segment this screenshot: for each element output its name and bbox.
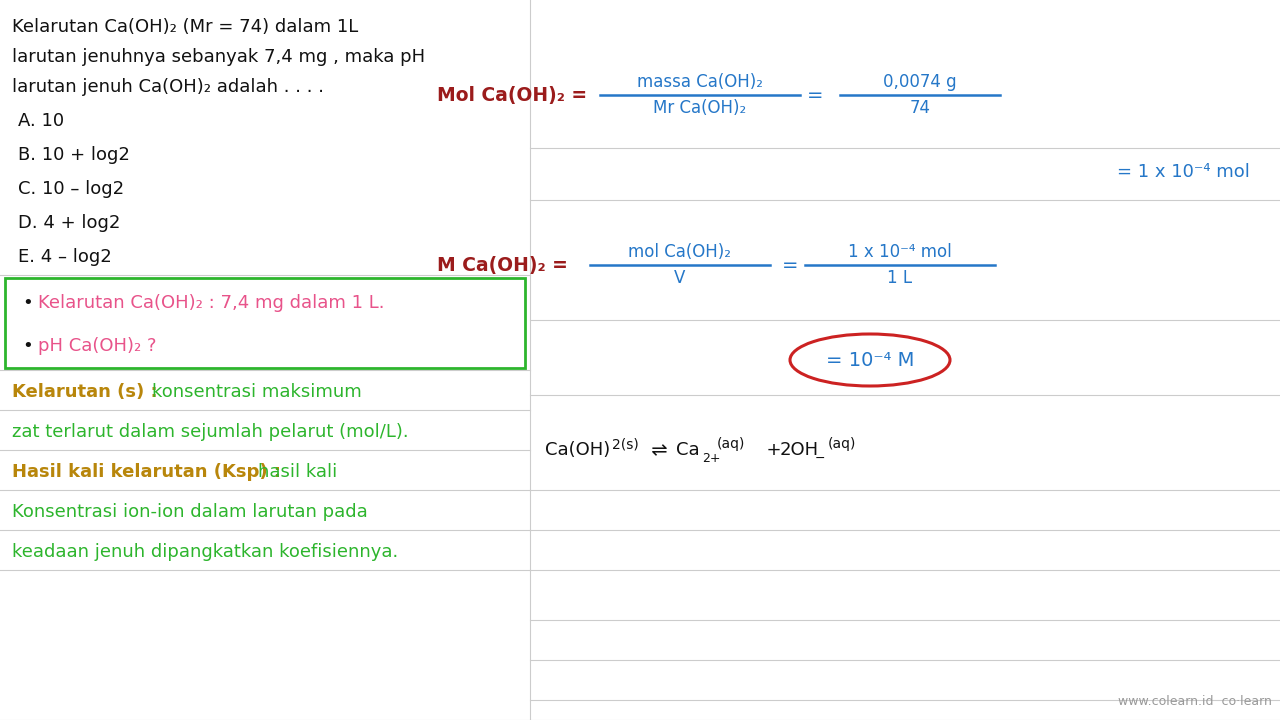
- Text: (aq): (aq): [717, 437, 745, 451]
- Text: larutan jenuhnya sebanyak 7,4 mg , maka pH: larutan jenuhnya sebanyak 7,4 mg , maka …: [12, 48, 425, 66]
- Text: konsentrasi maksimum: konsentrasi maksimum: [152, 383, 362, 401]
- Text: −: −: [815, 451, 826, 464]
- Text: 2(s): 2(s): [612, 437, 639, 451]
- Text: 2+: 2+: [701, 451, 721, 464]
- Text: massa Ca(OH)₂: massa Ca(OH)₂: [637, 73, 763, 91]
- Text: = 10⁻⁴ M: = 10⁻⁴ M: [826, 351, 914, 369]
- Text: 0,0074 g: 0,0074 g: [883, 73, 957, 91]
- Text: Kelarutan (s) :: Kelarutan (s) :: [12, 383, 157, 401]
- Text: www.colearn.id  co·learn: www.colearn.id co·learn: [1119, 695, 1272, 708]
- Text: 1 x 10⁻⁴ mol: 1 x 10⁻⁴ mol: [849, 243, 952, 261]
- Text: hasil kali: hasil kali: [259, 463, 337, 481]
- Text: larutan jenuh Ca(OH)₂ adalah . . . .: larutan jenuh Ca(OH)₂ adalah . . . .: [12, 78, 324, 96]
- Text: = 1 x 10⁻⁴ mol: = 1 x 10⁻⁴ mol: [1117, 163, 1251, 181]
- Text: Konsentrasi ion-ion dalam larutan pada: Konsentrasi ion-ion dalam larutan pada: [12, 503, 367, 521]
- Text: zat terlarut dalam sejumlah pelarut (mol/L).: zat terlarut dalam sejumlah pelarut (mol…: [12, 423, 408, 441]
- Text: C. 10 – log2: C. 10 – log2: [18, 180, 124, 198]
- Text: V: V: [675, 269, 686, 287]
- Text: Ca: Ca: [676, 441, 700, 459]
- Text: 2OH: 2OH: [780, 441, 819, 459]
- Text: =: =: [806, 86, 823, 104]
- Text: Hasil kali kelarutan (Ksp) :: Hasil kali kelarutan (Ksp) :: [12, 463, 282, 481]
- Text: •: •: [22, 337, 33, 355]
- Text: B. 10 + log2: B. 10 + log2: [18, 146, 129, 164]
- Text: A. 10: A. 10: [18, 112, 64, 130]
- Text: Ca(OH): Ca(OH): [545, 441, 611, 459]
- FancyBboxPatch shape: [5, 278, 525, 368]
- Text: keadaan jenuh dipangkatkan koefisiennya.: keadaan jenuh dipangkatkan koefisiennya.: [12, 543, 398, 561]
- Text: pH Ca(OH)₂ ?: pH Ca(OH)₂ ?: [38, 337, 156, 355]
- Text: D. 4 + log2: D. 4 + log2: [18, 214, 120, 232]
- Text: +: +: [755, 441, 794, 459]
- Text: M Ca(OH)₂ =: M Ca(OH)₂ =: [436, 256, 568, 274]
- Text: Kelarutan Ca(OH)₂ : 7,4 mg dalam 1 L.: Kelarutan Ca(OH)₂ : 7,4 mg dalam 1 L.: [38, 294, 384, 312]
- Text: 1 L: 1 L: [887, 269, 913, 287]
- Text: E. 4 – log2: E. 4 – log2: [18, 248, 111, 266]
- Text: mol Ca(OH)₂: mol Ca(OH)₂: [628, 243, 731, 261]
- Text: 74: 74: [910, 99, 931, 117]
- Text: (aq): (aq): [828, 437, 856, 451]
- Text: ⇌: ⇌: [645, 441, 673, 459]
- Text: Kelarutan Ca(OH)₂ (Mr = 74) dalam 1L: Kelarutan Ca(OH)₂ (Mr = 74) dalam 1L: [12, 18, 358, 36]
- Text: Mr Ca(OH)₂: Mr Ca(OH)₂: [653, 99, 746, 117]
- Text: •: •: [22, 294, 33, 312]
- Text: =: =: [782, 256, 799, 274]
- Text: Mol Ca(OH)₂ =: Mol Ca(OH)₂ =: [436, 86, 588, 104]
